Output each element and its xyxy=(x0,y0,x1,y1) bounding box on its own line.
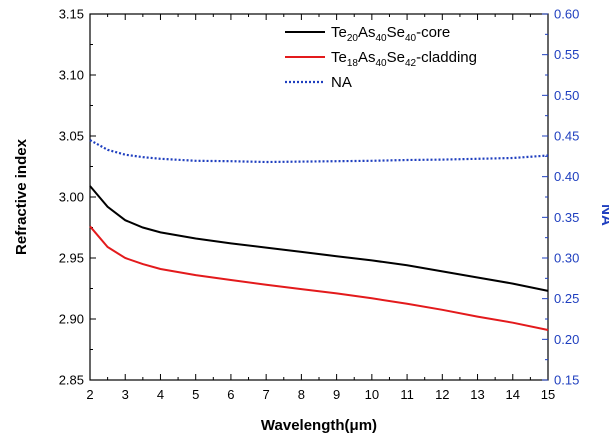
legend-label-part: Te xyxy=(331,49,347,66)
legend-label-part: 40 xyxy=(405,33,417,44)
x-tick-label: 14 xyxy=(506,387,520,402)
y2-tick-label: 0.20 xyxy=(554,332,579,347)
y-tick-label: 3.15 xyxy=(59,7,84,22)
x-tick-label: 10 xyxy=(365,387,379,402)
legend-label-part: 40 xyxy=(375,58,387,69)
x-axis-ticks: 2 3 4 5 6 7 8 9 10 11 12 13 14 15 xyxy=(86,14,555,402)
legend-label-part: -cladding xyxy=(416,49,477,66)
x-tick-label: 8 xyxy=(298,387,305,402)
x-tick-label: 15 xyxy=(541,387,555,402)
y2-tick-label: 0.45 xyxy=(554,129,579,144)
y2-tick-label: 0.30 xyxy=(554,251,579,266)
x-tick-label: 3 xyxy=(122,387,129,402)
legend-label-part: Se xyxy=(387,49,405,66)
x-tick-label: 12 xyxy=(435,387,449,402)
y-tick-label: 2.90 xyxy=(59,312,84,327)
series-line-2 xyxy=(89,139,549,164)
x-tick-label: 6 xyxy=(227,387,234,402)
x-tick-label: 11 xyxy=(400,387,414,402)
y-tick-label: 3.05 xyxy=(59,129,84,144)
plot-area xyxy=(89,13,549,381)
legend-label-part: Te xyxy=(331,24,347,41)
legend-label-1: Te18As40Se42-cladding xyxy=(331,49,477,69)
y-axis-title: Refractive index xyxy=(13,138,30,255)
y2-axis-title: NA xyxy=(598,204,609,226)
legend-label-part: Se xyxy=(387,24,405,41)
legend-label-part: 40 xyxy=(375,33,387,44)
y-tick-label: 2.95 xyxy=(59,251,84,266)
series-line-1 xyxy=(89,225,549,331)
y2-axis-ticks: 0.15 0.20 0.25 0.30 0.35 0.40 0.45 0.50 0.55 0.60 xyxy=(542,7,579,388)
x-tick-label: 13 xyxy=(470,387,484,402)
y-tick-label: 3.00 xyxy=(59,190,84,205)
x-tick-label: 2 xyxy=(86,387,93,402)
legend-label-part: NA xyxy=(331,74,352,91)
x-tick-label: 9 xyxy=(333,387,340,402)
x-tick-label: 4 xyxy=(157,387,164,402)
y-tick-label: 3.10 xyxy=(59,68,84,83)
y2-tick-label: 0.55 xyxy=(554,47,579,62)
x-tick-label: 7 xyxy=(263,387,270,402)
y-tick-label: 2.85 xyxy=(59,373,84,388)
legend-label-0: Te20As40Se40-core xyxy=(331,24,450,44)
x-tick-label: 5 xyxy=(192,387,199,402)
legend-label-part: 42 xyxy=(405,58,417,69)
legend-label-2: NA xyxy=(331,74,352,91)
legend-label-part: As xyxy=(358,49,376,66)
legend-label-part: -core xyxy=(416,24,450,41)
y2-tick-label: 0.40 xyxy=(554,169,579,184)
y2-tick-label: 0.50 xyxy=(554,88,579,103)
y-axis-ticks: 2.85 2.90 2.95 3.00 3.05 3.10 3.15 xyxy=(59,7,96,388)
legend-label-part: 18 xyxy=(347,58,359,69)
y2-tick-label: 0.25 xyxy=(554,291,579,306)
y2-tick-label: 0.60 xyxy=(554,7,579,22)
legend-label-part: As xyxy=(358,24,376,41)
x-axis-title: Wavelength(μm) xyxy=(261,417,377,434)
y2-tick-label: 0.35 xyxy=(554,210,579,225)
y2-tick-label: 0.15 xyxy=(554,373,579,388)
legend-label-part: 20 xyxy=(347,33,359,44)
series-line-0 xyxy=(89,185,549,292)
series-layer xyxy=(89,139,549,331)
